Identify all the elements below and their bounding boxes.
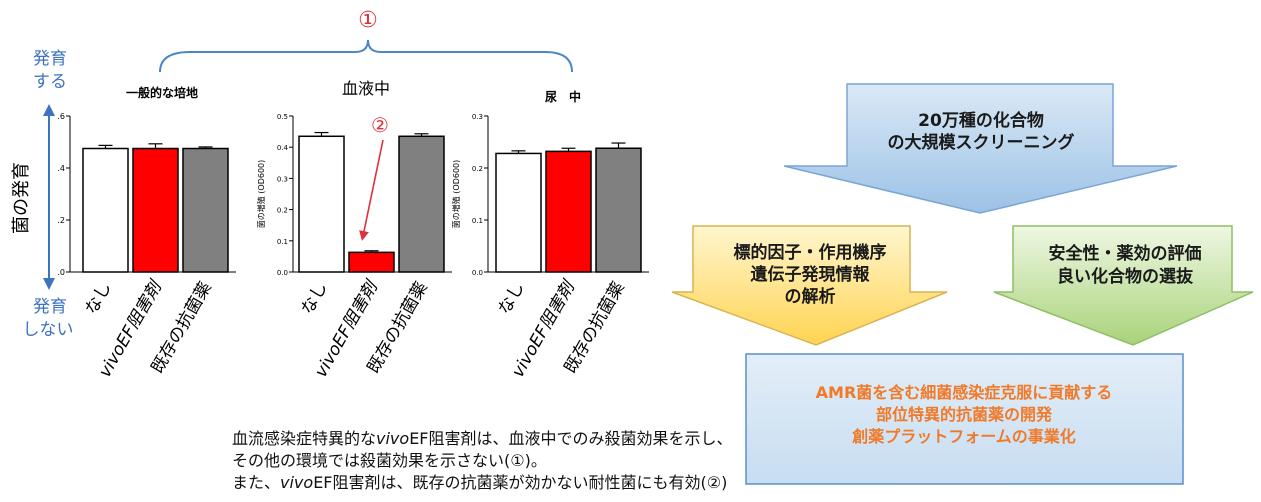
y-tick-label: .0 [57,268,65,277]
bar-existing-antibiotic [182,147,229,273]
y-tick-label: 0.1 [472,217,483,225]
flow-bottom-box [745,353,1184,485]
caption-italic: vivo [376,429,410,448]
red-arrow [359,139,384,241]
flow-bottom-line1: AMR菌を含む細菌感染症克服に貢献する [816,383,1113,402]
annotation-circle-2: ② [371,113,389,137]
flow-left-line1: 標的因子・作用機序 [734,242,887,263]
caption-italic: vivo [280,473,314,492]
y-axis-title: 菌の増殖 (OD600) [256,160,266,229]
y-tick-label: .4 [57,164,65,173]
y-tick-label: 0.3 [472,113,483,121]
y-axis-label: 菌の発育 [11,162,32,234]
caption-text: また、 [232,473,281,492]
y-tick-label: .6 [57,112,65,121]
flow-right-line2: 良い化合物の選抜 [1057,266,1194,287]
bar-vivoef-inhibitor [132,147,179,273]
flow-right-arrow [993,225,1254,346]
annotation-circle-1: ① [358,8,378,33]
grow-bottom-line1: 発育 [33,297,67,317]
caption-line-3: また、vivoEF阻害剤は、既存の抗菌薬が効かない耐性菌にも有効(②) [232,472,752,494]
caption-text: EF阻害剤は、血液中でのみ殺菌効果を示し、 [409,429,733,448]
y-tick-label: .2 [57,216,65,225]
bar-none [298,135,345,273]
flow-top-arrow [783,83,1178,214]
y-axis-title: 菌の増殖 (OD600) [451,160,461,229]
y-tick-label: 0.2 [277,207,288,215]
flow-left-line3: の解析 [785,286,836,307]
flow-left-line2: 遺伝子発現情報 [751,264,871,285]
grow-top-line2: する [33,72,67,92]
flow-bottom-line2: 部位特異的抗菌薬の開発 [876,405,1053,424]
flow-left-arrow [671,225,948,346]
y-tick-label: 0.0 [472,269,483,277]
growth-arrow-down-head [43,278,55,290]
bar-vivoef-inhibitor [348,251,395,273]
caption-line-1: 血流感染症特異的なvivoEF阻害剤は、血液中でのみ殺菌効果を示し、 [232,428,752,450]
y-tick-label: 0.3 [277,175,288,183]
flow-top-line1: 20万種の化合物 [918,110,1044,131]
y-tick-label: 0.5 [277,113,288,121]
bar-existing-antibiotic [398,135,445,273]
flow-bottom-line3: 創薬プラットフォームの事業化 [851,427,1076,446]
grow-top-line1: 発育 [33,49,67,69]
x-category-label: なし [495,279,529,318]
x-category-label: なし [298,279,332,318]
chart-title: 血液中 [342,79,390,98]
y-tick-label: 0.0 [277,269,288,277]
y-tick-label: 0.1 [277,238,288,246]
growth-arrow-up-head [43,104,55,116]
bar-vivoef-inhibitor [545,150,592,273]
bar-existing-antibiotic [595,147,642,273]
y-tick-label: 0.4 [277,144,289,152]
grow-bottom-line2: しない [23,320,74,340]
caption-text: 血流感染症特異的な [232,429,377,448]
y-tick-label: 0.2 [472,165,483,173]
x-category-label: なし [82,279,116,318]
flow-right-line1: 安全性・薬効の評価 [1049,243,1202,264]
flow-top-line2: の大規模スクリーニング [888,132,1075,153]
bar-none [495,152,542,273]
chart-title: 尿 中 [545,89,581,104]
caption-text: EF阻害剤は、既存の抗菌薬が効かない耐性菌にも有効(②) [313,473,728,492]
caption: 血流感染症特異的なvivoEF阻害剤は、血液中でのみ殺菌効果を示し、 その他の環… [232,428,752,494]
bar-none [82,147,129,273]
chart-title: 一般的な培地 [126,85,198,100]
caption-line-2: その他の環境では殺菌効果を示さない(①)。 [232,451,547,470]
bracket [159,39,573,73]
